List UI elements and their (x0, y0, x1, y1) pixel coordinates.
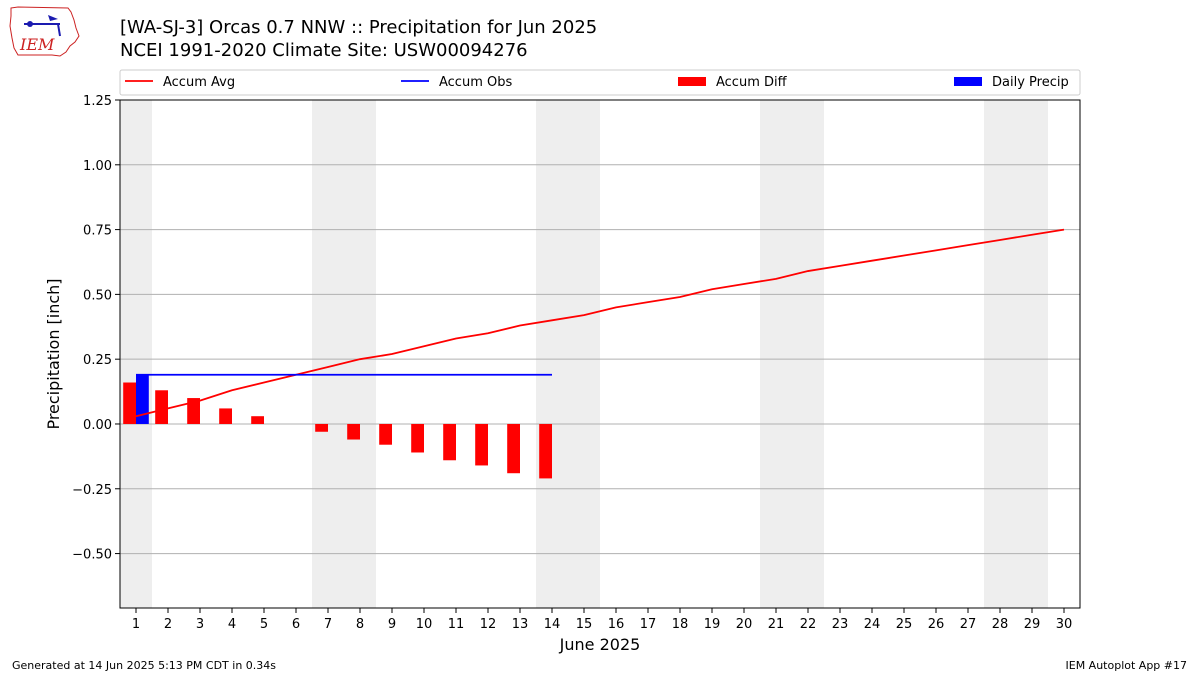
x-tick-label: 12 (480, 617, 497, 632)
weekend-band (760, 100, 824, 608)
accum-avg-line (135, 228, 1065, 418)
legend: Accum Avg Accum Obs Accum Diff Daily Precip (119, 69, 1081, 96)
x-tick-label: 13 (512, 617, 529, 632)
x-tick-label: 24 (864, 617, 881, 632)
accum-diff-bar (123, 382, 136, 424)
x-tick-label: 1 (132, 617, 140, 632)
x-tick-label: 6 (292, 617, 300, 632)
x-tick-label: 4 (228, 617, 236, 632)
iem-logo: IEM (9, 6, 80, 57)
x-tick-label: 23 (832, 617, 849, 632)
x-tick-label: 8 (356, 617, 364, 632)
x-tick-label: 22 (800, 617, 817, 632)
x-tick-label: 27 (960, 617, 977, 632)
legend-swatch-accum-diff (678, 77, 706, 86)
y-axis-ticks: −0.50 −0.25 0.00 0.25 0.50 0.75 1.00 1.25 (72, 94, 120, 563)
x-tick-label: 26 (928, 617, 945, 632)
x-tick-label: 29 (1024, 617, 1041, 632)
accum-diff-bar (507, 423, 520, 474)
chart-subtitle: NCEI 1991-2020 Climate Site: USW00094276 (120, 40, 528, 61)
legend-label: Accum Avg (163, 75, 235, 90)
accum-diff-bar (539, 423, 552, 479)
app-label: IEM Autoplot App #17 (1065, 659, 1188, 672)
weekend-band (984, 100, 1048, 608)
y-tick-label: −0.50 (72, 548, 112, 563)
line-series (135, 228, 1065, 418)
x-tick-label: 21 (768, 617, 785, 632)
legend-swatch-daily-precip (954, 77, 982, 86)
x-tick-label: 16 (608, 617, 625, 632)
weekend-band (120, 100, 152, 608)
y-tick-label: 0.75 (83, 224, 112, 239)
x-tick-label: 19 (704, 617, 721, 632)
legend-label: Daily Precip (992, 75, 1069, 90)
x-tick-label: 11 (448, 617, 465, 632)
x-tick-label: 7 (324, 617, 332, 632)
weekend-band (312, 100, 376, 608)
legend-label: Accum Obs (439, 75, 512, 90)
x-tick-label: 15 (576, 617, 593, 632)
generated-timestamp: Generated at 14 Jun 2025 5:13 PM CDT in … (12, 659, 277, 672)
accum-diff-bar (219, 408, 232, 424)
accum-diff-bar (187, 398, 200, 424)
x-axis-label: June 2025 (559, 635, 641, 654)
x-tick-label: 20 (736, 617, 753, 632)
x-tick-label: 14 (544, 617, 561, 632)
y-tick-label: −0.25 (72, 483, 112, 498)
accum-diff-bar (315, 423, 328, 432)
daily-precip-bar (136, 374, 149, 424)
x-tick-label: 3 (196, 617, 204, 632)
y-tick-label: 1.25 (83, 94, 112, 109)
accum-diff-bar (475, 423, 488, 466)
chart-title: [WA-SJ-3] Orcas 0.7 NNW :: Precipitation… (120, 17, 598, 38)
x-tick-label: 25 (896, 617, 913, 632)
accum-diff-bar (379, 423, 392, 445)
y-tick-label: 0.25 (83, 353, 112, 368)
y-axis-label: Precipitation [inch] (44, 278, 63, 429)
legend-label: Accum Diff (716, 75, 788, 90)
bar-series (123, 374, 552, 479)
x-tick-label: 9 (388, 617, 396, 632)
x-tick-label: 2 (164, 617, 172, 632)
accum-diff-bar (251, 416, 264, 424)
accum-diff-bar (443, 423, 456, 461)
x-tick-label: 10 (416, 617, 433, 632)
x-tick-label: 18 (672, 617, 689, 632)
x-tick-label: 17 (640, 617, 657, 632)
accum-diff-bar (411, 423, 424, 453)
plot-frame (119, 99, 1081, 609)
weekend-band (536, 100, 600, 608)
x-tick-label: 5 (260, 617, 268, 632)
y-tick-label: 0.00 (83, 418, 112, 433)
legend-box (119, 69, 1081, 96)
y-tick-label: 1.00 (83, 159, 112, 174)
x-tick-label: 30 (1056, 617, 1073, 632)
x-axis-ticks: 1 2 3 4 5 6 7 8 9 10 11 12 13 14 15 16 17 18 19 20 21 22 23 24 2… (132, 608, 1072, 632)
accum-diff-bar (347, 423, 360, 440)
x-tick-label: 28 (992, 617, 1009, 632)
logo-text: IEM (19, 35, 55, 54)
accum-diff-bar (155, 390, 168, 424)
y-tick-label: 0.50 (83, 288, 112, 303)
weekend-shading (120, 100, 1048, 608)
